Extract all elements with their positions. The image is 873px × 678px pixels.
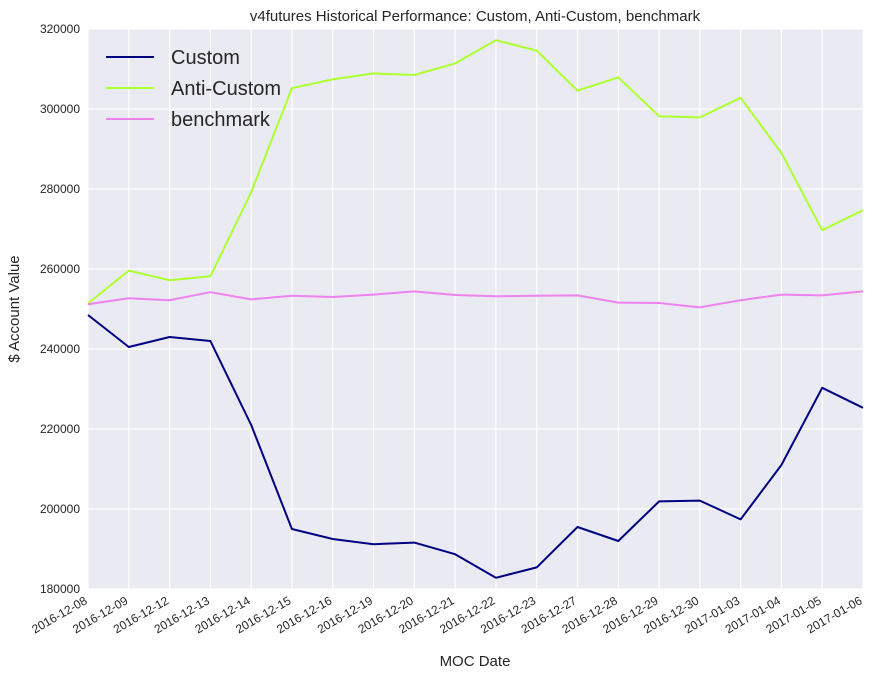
y-tick-label: 260000	[40, 262, 80, 276]
legend-label: Custom	[171, 47, 240, 69]
y-tick-label: 280000	[40, 182, 80, 196]
series-line-benchmark	[87, 290, 864, 309]
series-line-custom	[87, 314, 864, 579]
y-axis-label: $ Account Value	[6, 255, 23, 362]
series-line-anti-custom	[87, 39, 864, 305]
y-tick-labels: 180000 200000 220000 240000 260000 280000 3000…	[40, 22, 80, 596]
series-lines	[87, 39, 864, 579]
y-tick-label: 200000	[40, 502, 80, 516]
grid-lines	[87, 28, 864, 590]
chart-title: v4futures Historical Performance: Custom…	[250, 8, 701, 25]
y-tick-label: 240000	[40, 342, 80, 356]
legend-label: benchmark	[171, 109, 271, 131]
plot-area	[88, 29, 863, 589]
x-tick-labels: 2016-12-082016-12-092016-12-122016-12-13…	[29, 593, 864, 636]
y-tick-label: 320000	[40, 22, 80, 36]
legend-label: Anti-Custom	[171, 78, 281, 100]
x-axis-label: MOC Date	[440, 653, 511, 670]
legend: Custom Anti-Custom benchmark	[106, 47, 281, 131]
y-tick-label: 220000	[40, 422, 80, 436]
y-tick-label: 180000	[40, 582, 80, 596]
y-tick-label: 300000	[40, 102, 80, 116]
